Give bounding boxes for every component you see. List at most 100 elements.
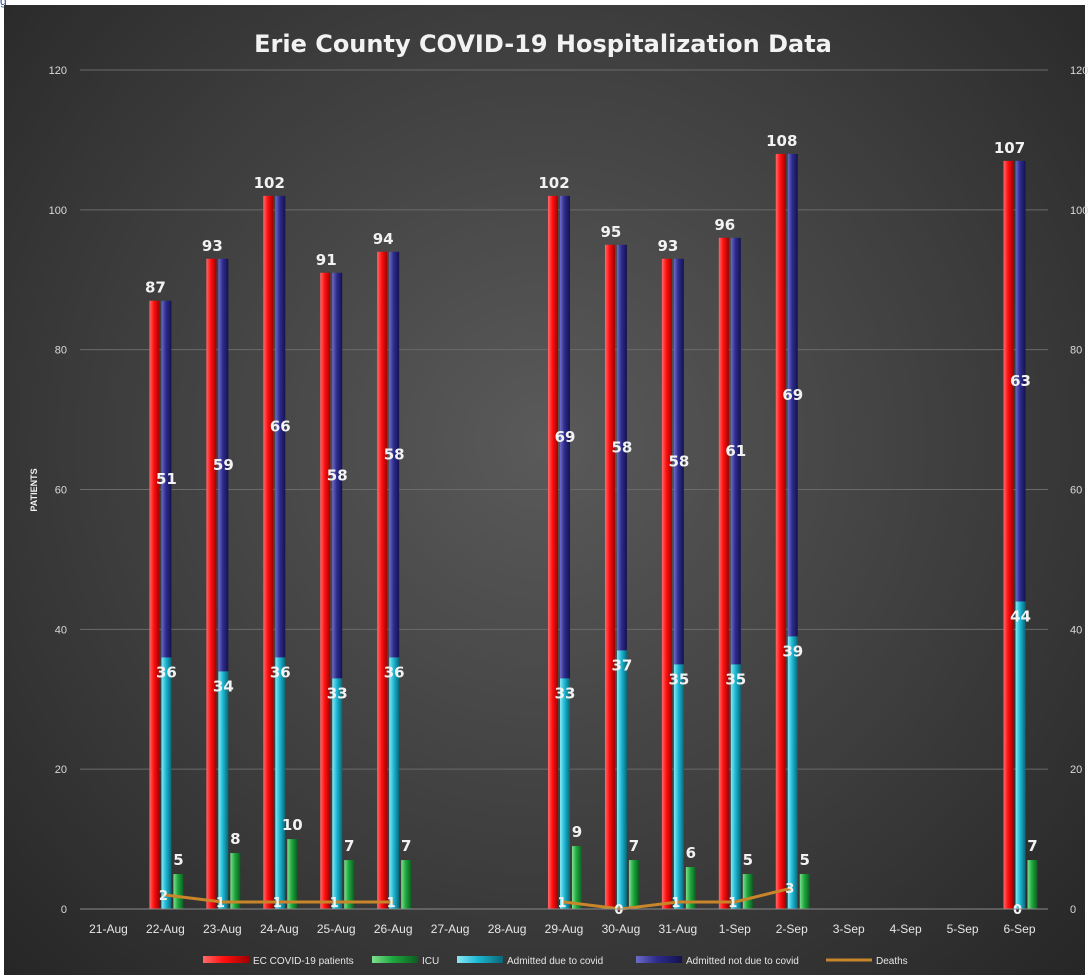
data-label: 1 bbox=[273, 896, 282, 911]
y-axis-label: PATIENTS bbox=[29, 468, 39, 511]
x-tick-label: 23-Aug bbox=[203, 922, 242, 936]
y-tick-label-left: 80 bbox=[55, 345, 67, 357]
legend-label: Admitted due to covid bbox=[507, 956, 603, 967]
y-tick-label-left: 120 bbox=[49, 65, 67, 77]
bar-icu bbox=[742, 874, 753, 909]
data-label: 36 bbox=[384, 663, 405, 681]
data-label: 93 bbox=[657, 237, 678, 255]
data-label: 1 bbox=[216, 896, 225, 911]
y-tick-label-right: 80 bbox=[1070, 345, 1082, 357]
data-label: 59 bbox=[213, 456, 234, 474]
data-label: 2 bbox=[159, 889, 168, 904]
data-label: 36 bbox=[270, 663, 291, 681]
y-tick-label-right: 100 bbox=[1070, 205, 1088, 217]
legend-label: Deaths bbox=[876, 956, 908, 967]
data-label: 69 bbox=[555, 428, 576, 446]
data-label: 102 bbox=[254, 174, 285, 192]
y-tick-label-right: 120 bbox=[1070, 65, 1088, 77]
bar-admitted-not-due-to-covid bbox=[616, 244, 627, 651]
x-tick-label: 26-Aug bbox=[374, 922, 413, 936]
x-tick-label: 31-Aug bbox=[659, 922, 698, 936]
data-label: 1 bbox=[330, 896, 339, 911]
bar-admitted-due-to-covid bbox=[673, 664, 684, 909]
data-label: 1 bbox=[557, 896, 566, 911]
data-label: 0 bbox=[614, 903, 623, 918]
x-tick-label: 6-Sep bbox=[1004, 922, 1036, 936]
data-label: 51 bbox=[156, 470, 177, 488]
data-label: 36 bbox=[156, 663, 177, 681]
bar-icu bbox=[685, 867, 696, 909]
bar-ec-covid-patients bbox=[775, 153, 786, 909]
x-tick-label: 4-Sep bbox=[890, 922, 922, 936]
data-label: 1 bbox=[387, 896, 396, 911]
data-label: 58 bbox=[327, 467, 348, 485]
legend-swatch bbox=[636, 956, 682, 963]
data-label: 87 bbox=[145, 279, 166, 297]
bar-icu bbox=[799, 874, 810, 909]
bar-admitted-not-due-to-covid bbox=[787, 153, 798, 637]
legend-swatch bbox=[203, 956, 249, 963]
data-label: 7 bbox=[401, 837, 411, 855]
data-label: 107 bbox=[994, 139, 1025, 157]
data-label: 39 bbox=[782, 642, 803, 660]
bar-ec-covid-patients bbox=[1003, 160, 1014, 909]
data-label: 108 bbox=[766, 132, 797, 150]
x-tick-label: 1-Sep bbox=[719, 922, 751, 936]
bar-ec-covid-patients bbox=[718, 237, 729, 910]
bar-admitted-not-due-to-covid bbox=[161, 300, 172, 658]
bar-admitted-due-to-covid bbox=[1015, 601, 1026, 909]
data-label: 58 bbox=[384, 446, 405, 464]
deaths-line bbox=[563, 886, 793, 911]
legend-label: EC COVID-19 patients bbox=[253, 956, 354, 967]
data-label: 35 bbox=[668, 670, 689, 688]
bar-admitted-due-to-covid bbox=[787, 636, 798, 909]
x-tick-label: 21-Aug bbox=[89, 922, 128, 936]
data-label: 5 bbox=[173, 851, 183, 869]
bar-admitted-not-due-to-covid bbox=[218, 258, 229, 672]
data-label: 7 bbox=[344, 837, 354, 855]
bar-admitted-due-to-covid bbox=[616, 650, 627, 909]
chart-title: Erie County COVID-19 Hospitalization Dat… bbox=[254, 30, 832, 58]
data-label: 1 bbox=[728, 896, 737, 911]
data-label: 58 bbox=[668, 453, 689, 471]
bar-admitted-not-due-to-covid bbox=[673, 258, 684, 665]
bar-icu bbox=[287, 839, 298, 909]
bar-ec-covid-patients bbox=[548, 195, 558, 910]
bar-admitted-due-to-covid bbox=[218, 671, 229, 909]
data-label: 69 bbox=[782, 386, 803, 404]
y-tick-label-right: 20 bbox=[1070, 764, 1082, 776]
legend-swatch bbox=[457, 956, 503, 963]
x-tick-label: 5-Sep bbox=[947, 922, 979, 936]
bar-admitted-due-to-covid bbox=[275, 657, 286, 909]
bar-admitted-due-to-covid bbox=[560, 678, 570, 909]
bar-icu bbox=[230, 853, 241, 909]
data-label: 0 bbox=[1013, 903, 1022, 918]
data-label: 33 bbox=[555, 684, 576, 702]
x-tick-label: 22-Aug bbox=[146, 922, 185, 936]
bar-ec-covid-patients bbox=[377, 251, 388, 910]
data-label: 35 bbox=[725, 670, 746, 688]
y-tick-label-right: 60 bbox=[1070, 485, 1082, 497]
data-label: 10 bbox=[282, 816, 303, 834]
y-tick-label-left: 20 bbox=[55, 764, 67, 776]
data-label: 34 bbox=[213, 677, 234, 695]
data-label: 63 bbox=[1010, 372, 1031, 390]
data-label: 8 bbox=[230, 830, 240, 848]
x-tick-label: 24-Aug bbox=[260, 922, 299, 936]
data-label: 95 bbox=[601, 223, 622, 241]
x-tick-label: 28-Aug bbox=[488, 922, 527, 936]
legend-swatch bbox=[372, 956, 418, 963]
data-label: 1 bbox=[671, 896, 680, 911]
data-label: 7 bbox=[1027, 837, 1037, 855]
y-tick-label-left: 40 bbox=[55, 624, 67, 636]
bar-admitted-not-due-to-covid bbox=[332, 272, 343, 679]
data-label: 91 bbox=[316, 251, 337, 269]
bar-admitted-not-due-to-covid bbox=[275, 195, 286, 658]
bar-ec-covid-patients bbox=[149, 300, 160, 910]
bar-admitted-not-due-to-covid bbox=[730, 237, 741, 665]
data-label: 9 bbox=[572, 823, 582, 841]
bar-admitted-due-to-covid bbox=[332, 678, 343, 909]
y-tick-label-right: 0 bbox=[1070, 904, 1076, 916]
y-tick-label-left: 0 bbox=[61, 904, 67, 916]
